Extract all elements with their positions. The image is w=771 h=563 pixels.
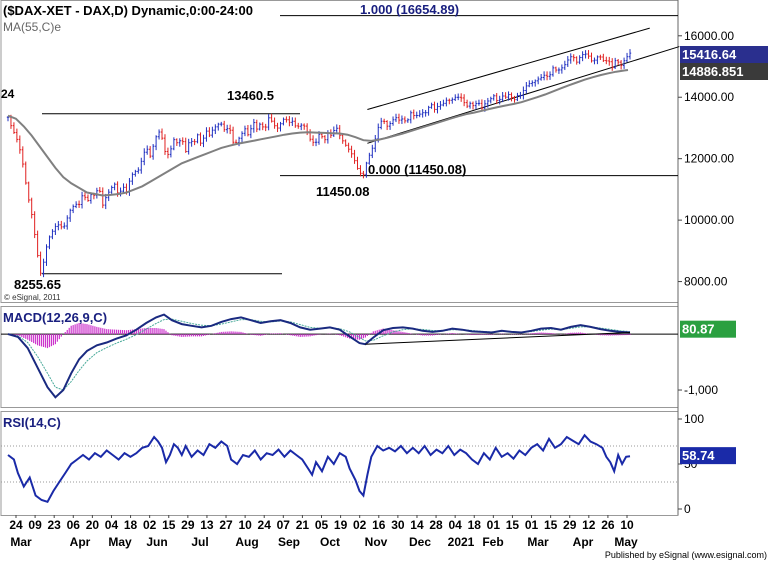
watermark: © eSignal, 2011 bbox=[4, 293, 61, 302]
x-tick-label: 10 bbox=[238, 518, 252, 532]
x-month-label: Jun bbox=[146, 535, 167, 549]
x-tick-label: 16 bbox=[372, 518, 386, 532]
annotation: 24 bbox=[1, 87, 15, 101]
x-month-label: Apr bbox=[70, 535, 91, 549]
x-tick-label: 30 bbox=[391, 518, 405, 532]
x-tick-label: 15 bbox=[162, 518, 176, 532]
x-tick-label: 20 bbox=[86, 518, 100, 532]
channel-upper bbox=[367, 27, 650, 111]
x-month-label: Mar bbox=[527, 535, 549, 549]
annotation: 8255.65 bbox=[14, 277, 61, 292]
x-tick-label: 09 bbox=[28, 518, 42, 532]
x-tick-label: 01 bbox=[487, 518, 501, 532]
x-month-label: Oct bbox=[320, 535, 340, 549]
macd-value-box bbox=[680, 320, 736, 338]
x-month-label: 2021 bbox=[448, 535, 475, 549]
x-month-label: May bbox=[108, 535, 132, 549]
ma-line bbox=[7, 69, 629, 197]
x-tick-label: 19 bbox=[334, 518, 348, 532]
x-month-label: Apr bbox=[573, 535, 594, 549]
x-tick-label: 02 bbox=[353, 518, 367, 532]
x-month-label: Dec bbox=[409, 535, 431, 549]
rsi-tick-label: 100 bbox=[684, 412, 704, 426]
footer-credit: Published by eSignal (www.esignal.com) bbox=[605, 550, 767, 560]
x-tick-label: 15 bbox=[544, 518, 558, 532]
x-tick-label: 12 bbox=[582, 518, 596, 532]
y-tick-label: 12000.00 bbox=[684, 152, 734, 166]
rsi-value: 58.74 bbox=[682, 448, 715, 463]
x-tick-label: 02 bbox=[143, 518, 157, 532]
x-tick-label: 27 bbox=[219, 518, 233, 532]
fib-label-0: 0.000 (11450.08) bbox=[368, 162, 466, 177]
ma-value-box bbox=[680, 63, 768, 80]
x-tick-label: 28 bbox=[429, 518, 443, 532]
y-tick-label: 10000.00 bbox=[684, 213, 734, 227]
x-tick-label: 24 bbox=[258, 518, 272, 532]
x-tick-label: 01 bbox=[525, 518, 539, 532]
rsi-tick-label: 0 bbox=[684, 502, 691, 516]
x-month-label: Jul bbox=[191, 535, 208, 549]
macd-line bbox=[7, 313, 631, 399]
ma-value: 14886.851 bbox=[682, 64, 743, 79]
macd-trendline bbox=[365, 331, 631, 345]
x-tick-label: 18 bbox=[468, 518, 482, 532]
x-tick-label: 15 bbox=[506, 518, 520, 532]
x-month-label: Sep bbox=[278, 535, 300, 549]
x-tick-label: 04 bbox=[105, 518, 119, 532]
macd-tick-label: -1,000 bbox=[684, 383, 718, 397]
annotation: 13460.5 bbox=[227, 88, 274, 103]
x-tick-label: 24 bbox=[9, 518, 23, 532]
y-tick-label: 8000.00 bbox=[684, 275, 728, 289]
rsi-value-box bbox=[680, 447, 736, 465]
y-tick-label: 14000.00 bbox=[684, 90, 734, 104]
x-month-label: Feb bbox=[482, 535, 503, 549]
fib-label-100: 1.000 (16654.89) bbox=[360, 2, 459, 17]
y-tick-label: 16000.00 bbox=[684, 29, 734, 43]
macd-histogram bbox=[9, 322, 631, 349]
x-month-label: Aug bbox=[235, 535, 258, 549]
x-tick-label: 06 bbox=[67, 518, 81, 532]
x-tick-label: 07 bbox=[277, 518, 291, 532]
rsi-label: RSI(14,C) bbox=[3, 415, 61, 430]
x-month-label: Nov bbox=[365, 535, 388, 549]
x-tick-label: 13 bbox=[200, 518, 214, 532]
ma-label: MA(55,C)e bbox=[3, 20, 61, 34]
last-price-box bbox=[680, 46, 768, 63]
x-tick-label: 21 bbox=[296, 518, 310, 532]
x-tick-label: 05 bbox=[315, 518, 329, 532]
x-month-label: May bbox=[614, 535, 638, 549]
x-tick-label: 29 bbox=[181, 518, 195, 532]
x-tick-label: 23 bbox=[48, 518, 62, 532]
x-tick-label: 10 bbox=[620, 518, 634, 532]
candles bbox=[6, 49, 632, 278]
last-price: 15416.64 bbox=[682, 47, 737, 62]
x-tick-label: 04 bbox=[448, 518, 462, 532]
x-tick-label: 18 bbox=[124, 518, 138, 532]
macd-value: 80.87 bbox=[682, 322, 715, 337]
chart-title: ($DAX-XET - DAX,D) Dynamic,0:00-24:00 bbox=[3, 3, 253, 18]
rsi-line bbox=[7, 433, 631, 503]
macd-label: MACD(12,26,9,C) bbox=[3, 310, 107, 325]
x-tick-label: 14 bbox=[410, 518, 424, 532]
x-month-label: Mar bbox=[10, 535, 32, 549]
x-tick-label: 29 bbox=[563, 518, 577, 532]
x-tick-label: 26 bbox=[601, 518, 615, 532]
annotation: 11450.08 bbox=[316, 184, 370, 199]
